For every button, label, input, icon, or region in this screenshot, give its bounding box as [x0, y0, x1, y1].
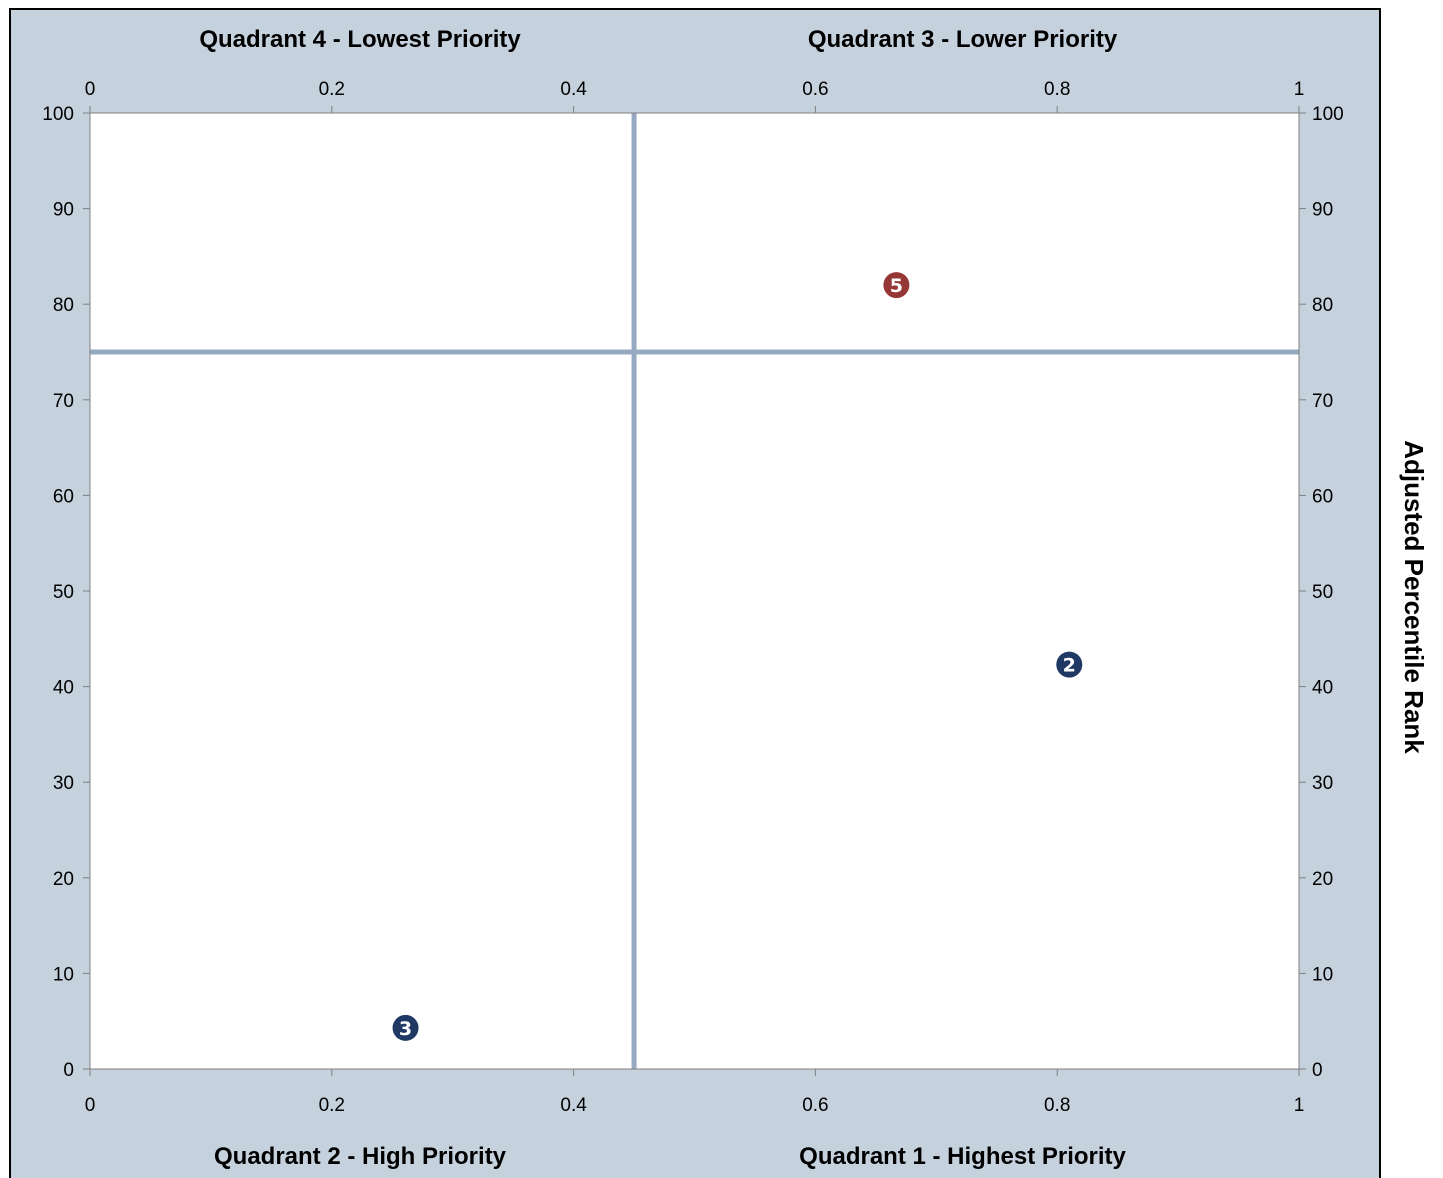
y-tick-label-right: 40: [1312, 678, 1333, 699]
data-point-label: 5: [890, 275, 903, 297]
right-axis-title: Adjusted Percentile Rank: [1399, 440, 1429, 754]
x-tick-label-bottom: 1: [1294, 1095, 1305, 1116]
y-tick-label-left: 90: [53, 200, 74, 221]
y-tick-label-left: 100: [42, 104, 74, 125]
quadrant-3-label: Quadrant 3 - Lower Priority: [808, 26, 1118, 53]
x-tick-label-top: 1: [1294, 79, 1305, 100]
y-tick-label-left: 60: [53, 486, 74, 507]
data-point-marker: [392, 1014, 419, 1041]
data-point-label: 3: [399, 1018, 412, 1040]
y-tick-label-right: 60: [1312, 486, 1333, 507]
data-point-marker: [1056, 651, 1083, 678]
y-tick-label-left: 40: [53, 678, 74, 699]
x-tick-label-top: 0: [85, 79, 96, 100]
data-point-marker: [883, 272, 910, 299]
y-tick-label-right: 90: [1312, 200, 1333, 221]
data-point-3: 3: [392, 1014, 419, 1041]
y-tick-label-right: 100: [1312, 104, 1344, 125]
y-tick-label-left: 70: [53, 391, 74, 412]
plot-area: [90, 113, 1299, 1069]
quadrant-2-label: Quadrant 2 - High Priority: [214, 1143, 507, 1170]
quadrant-1-label: Quadrant 1 - Highest Priority: [799, 1143, 1126, 1170]
x-tick-label-bottom: 0.8: [1044, 1095, 1070, 1116]
quadrant-4-label: Quadrant 4 - Lowest Priority: [199, 26, 521, 53]
data-point-5: 5: [883, 272, 910, 299]
x-tick-label-top: 0.4: [560, 79, 587, 100]
y-tick-label-left: 50: [53, 582, 74, 603]
y-tick-label-right: 50: [1312, 582, 1333, 603]
x-tick-label-bottom: 0.4: [560, 1095, 587, 1116]
y-tick-label-left: 0: [63, 1060, 74, 1081]
x-tick-label-bottom: 0: [85, 1095, 96, 1116]
y-tick-label-left: 80: [53, 295, 74, 316]
x-tick-label-bottom: 0.2: [319, 1095, 345, 1116]
x-tick-label-bottom: 0.6: [802, 1095, 828, 1116]
y-tick-label-left: 30: [53, 773, 74, 794]
y-tick-label-right: 20: [1312, 869, 1333, 890]
data-point-label: 2: [1063, 655, 1076, 677]
y-tick-label-left: 10: [53, 964, 74, 985]
x-tick-label-top: 0.6: [802, 79, 828, 100]
y-tick-label-right: 0: [1312, 1060, 1323, 1081]
y-tick-label-right: 10: [1312, 964, 1333, 985]
x-tick-label-top: 0.2: [319, 79, 345, 100]
data-point-2: 2: [1056, 651, 1083, 678]
y-tick-label-right: 70: [1312, 391, 1333, 412]
y-tick-label-right: 30: [1312, 773, 1333, 794]
y-tick-label-left: 20: [53, 869, 74, 890]
y-tick-label-right: 80: [1312, 295, 1333, 316]
x-tick-label-top: 0.8: [1044, 79, 1070, 100]
